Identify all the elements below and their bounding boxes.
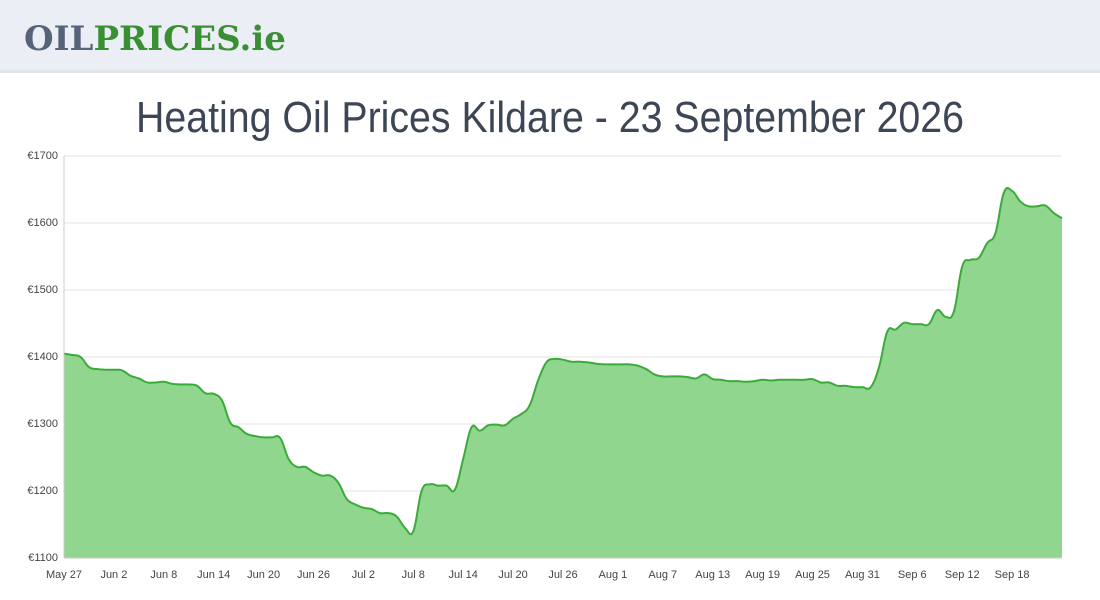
logo-part: PRICES [93,19,239,59]
x-tick-label: Jun 2 [100,569,127,581]
x-tick-label: Jul 20 [498,569,527,581]
price-line [63,187,1063,536]
x-tick-label: Aug 19 [745,569,780,581]
x-tick-label: Jul 14 [449,569,478,581]
x-tick-label: Jun 20 [247,569,280,581]
y-tick-label: €1100 [28,552,58,564]
x-tick-label: Jul 2 [352,569,375,581]
x-tick-label: Sep 6 [898,569,927,581]
x-tick-label: Aug 25 [795,569,830,581]
y-tick-label: €1300 [27,418,58,430]
y-tick-label: €1500 [27,284,58,296]
x-tick-label: Aug 13 [695,569,730,581]
area-fill [64,187,1062,558]
x-tick-label: Jun 14 [197,569,230,581]
logo-part: OIL [24,19,94,59]
x-tick-label: Jul 26 [548,569,577,581]
x-tick-label: May 27 [46,569,82,581]
header-bar [0,0,1100,70]
x-tick-label: Sep 12 [945,569,980,581]
x-tick-label: Aug 1 [599,569,628,581]
header-shadow [0,70,1100,73]
x-tick-label: Sep 18 [995,569,1030,581]
x-tick-label: Aug 31 [845,569,880,581]
x-tick-label: Jun 26 [297,569,330,581]
y-tick-label: €1600 [27,217,58,229]
logo[interactable]: OILPRICES.ie [24,19,286,59]
logo-part: .ie [239,19,285,59]
chart-title: Heating Oil Prices Kildare - 23 Septembe… [136,93,964,142]
x-tick-label: Aug 7 [648,569,677,581]
y-tick-label: €1200 [27,485,58,497]
y-tick-label: €1700 [27,150,58,162]
y-tick-label: €1400 [27,351,58,363]
x-tick-label: Jul 8 [402,569,425,581]
x-tick-label: Jun 8 [150,569,177,581]
